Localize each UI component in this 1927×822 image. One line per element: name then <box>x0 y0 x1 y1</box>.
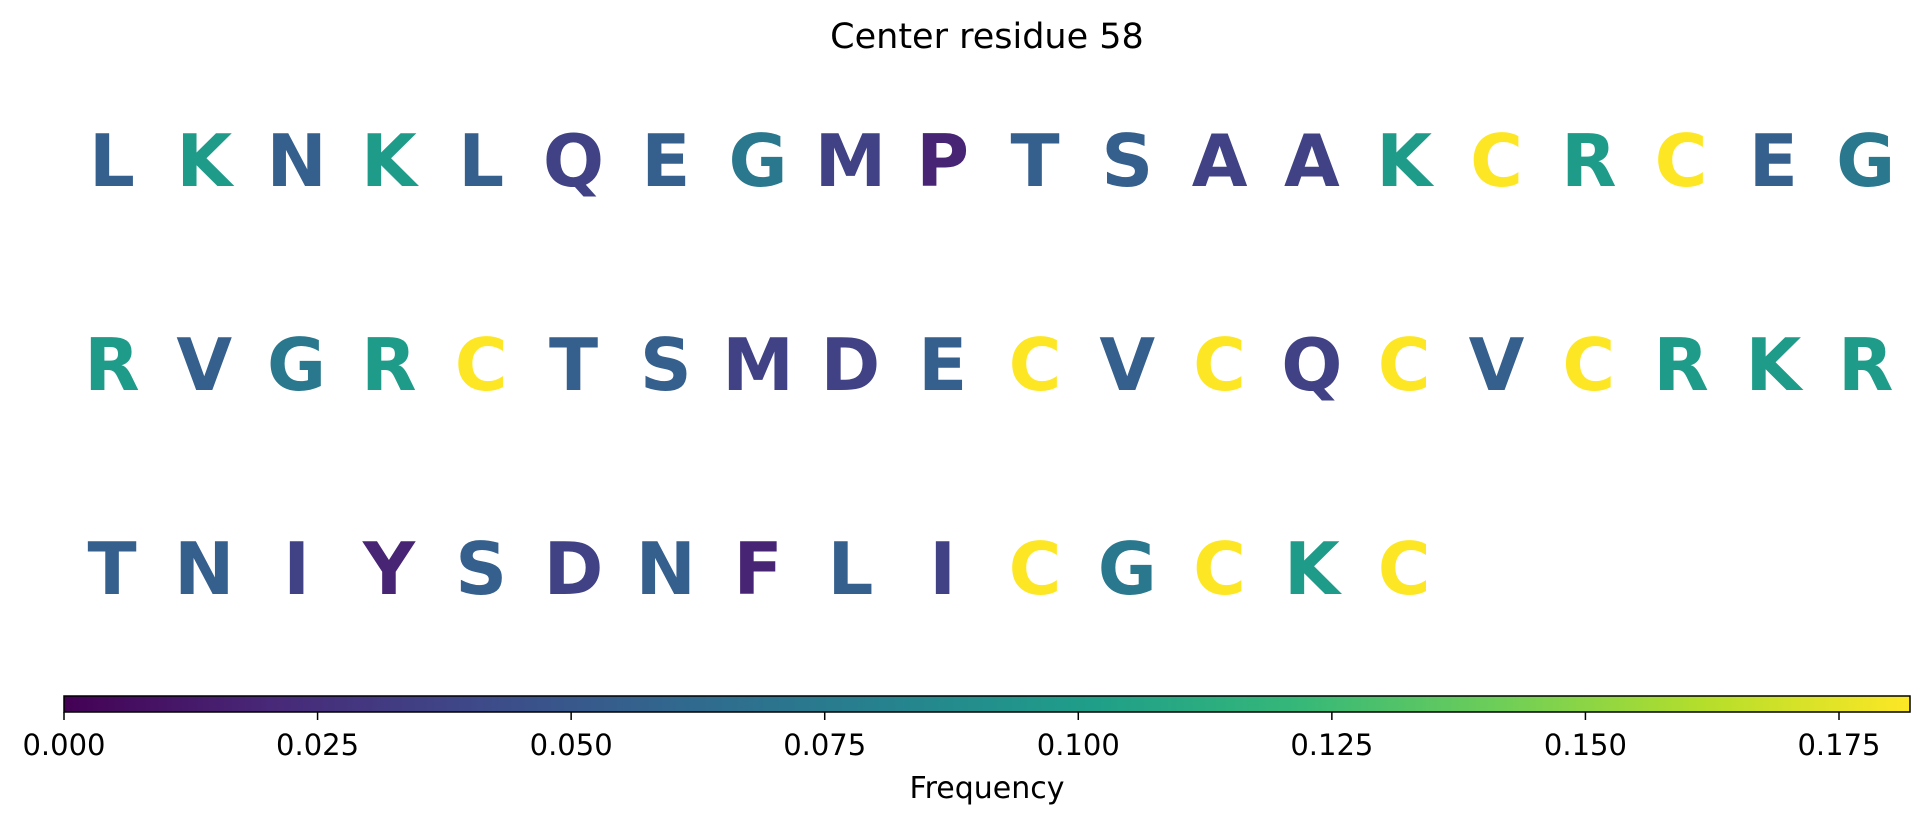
residue-letter-r1-c9: M <box>815 119 887 203</box>
colorbar-gradient-bar <box>63 695 1911 713</box>
residue-letter-r1-c10: P <box>916 119 969 203</box>
residue-letter-r1-c5: L <box>458 119 504 203</box>
colorbar-tick-label-1: 0.025 <box>276 728 359 762</box>
residue-letter-r3-c11: C <box>1009 527 1062 611</box>
residue-letter-r1-c3: N <box>266 119 326 203</box>
residue-letter-r2-c3: G <box>267 323 326 407</box>
residue-letter-r1-c19: E <box>1749 119 1798 203</box>
colorbar: 0.000 0.025 0.050 0.075 0.100 0.125 0.150 0.175… <box>22 695 1911 806</box>
residue-letter-r2-c16: V <box>1469 323 1525 407</box>
residue-letter-r3-c13: C <box>1193 527 1246 611</box>
residue-letter-r2-c14: Q <box>1281 323 1342 407</box>
residue-letter-r3-c12: G <box>1098 527 1157 611</box>
colorbar-tick-label-4: 0.100 <box>1037 728 1120 762</box>
residue-letter-r1-c16: C <box>1470 119 1523 203</box>
residue-letter-r1-c15: K <box>1376 119 1434 203</box>
colorbar-tick-label-2: 0.050 <box>530 728 613 762</box>
residue-letter-r3-c15: C <box>1378 527 1431 611</box>
residue-letter-r2-c15: C <box>1378 323 1431 407</box>
residue-letter-r1-c8: G <box>729 119 788 203</box>
residue-letter-r3-c7: N <box>636 527 696 611</box>
residue-letter-r3-c6: D <box>544 527 604 611</box>
residue-letter-r3-c3: I <box>283 527 310 611</box>
residue-letter-r2-c6: T <box>549 323 598 407</box>
sequence-letters: L K N K L Q E G M P T S A A K C R C E GR V G R C T S M D E C V C Q C V C R K R… <box>84 119 1895 611</box>
residue-letter-r2-c7: S <box>640 323 692 407</box>
residue-letter-r1-c18: C <box>1655 119 1708 203</box>
residue-letter-r2-c11: C <box>1009 323 1062 407</box>
residue-letter-r2-c12: V <box>1099 323 1155 407</box>
residue-letter-r3-c8: F <box>734 527 783 611</box>
residue-letter-r2-c18: R <box>1653 323 1708 407</box>
colorbar-tick-label-0: 0.000 <box>22 728 105 762</box>
residue-letter-r2-c10: E <box>918 323 967 407</box>
residue-letter-r3-c9: L <box>827 527 873 611</box>
residue-letter-r2-c19: K <box>1746 323 1804 407</box>
residue-letter-r2-c17: C <box>1562 323 1615 407</box>
residue-letter-r1-c1: L <box>89 119 135 203</box>
residue-letter-r1-c13: A <box>1192 119 1248 203</box>
residue-letter-r1-c17: R <box>1561 119 1616 203</box>
residue-letter-r3-c10: I <box>929 527 956 611</box>
residue-letter-r3-c5: S <box>455 527 507 611</box>
residue-letter-r2-c1: R <box>84 323 139 407</box>
colorbar-tick-label-3: 0.075 <box>783 728 866 762</box>
residue-letter-r1-c2: K <box>176 119 234 203</box>
residue-letter-r3-c1: T <box>87 527 136 611</box>
residue-letter-r1-c14: A <box>1284 119 1340 203</box>
residue-letter-r1-c7: E <box>641 119 690 203</box>
residue-letter-r2-c5: C <box>455 323 508 407</box>
residue-letter-r1-c20: G <box>1836 119 1895 203</box>
residue-letter-r3-c14: K <box>1284 527 1342 611</box>
colorbar-tick-label-5: 0.125 <box>1290 728 1373 762</box>
colorbar-tick-label-6: 0.150 <box>1544 728 1627 762</box>
residue-letter-r2-c13: C <box>1193 323 1246 407</box>
colorbar-label: Frequency <box>910 771 1065 806</box>
residue-letter-r2-c20: R <box>1838 323 1893 407</box>
residue-letter-r2-c2: V <box>176 323 232 407</box>
colorbar-tick-label-7: 0.175 <box>1797 728 1880 762</box>
residue-letter-r3-c4: Y <box>362 527 416 611</box>
residue-letter-r1-c6: Q <box>543 119 604 203</box>
residue-letter-r3-c2: N <box>174 527 234 611</box>
residue-letter-r1-c11: T <box>1010 119 1059 203</box>
residue-letter-r2-c8: M <box>722 323 794 407</box>
chart-title: Center residue 58 <box>830 17 1144 57</box>
residue-letter-r2-c9: D <box>821 323 881 407</box>
colorbar-ticks: 0.000 0.025 0.050 0.075 0.100 0.125 0.150 0.175 <box>22 712 1881 762</box>
residue-letter-r1-c4: K <box>361 119 419 203</box>
residue-letter-r2-c4: R <box>361 323 416 407</box>
residue-letter-r1-c12: S <box>1101 119 1153 203</box>
